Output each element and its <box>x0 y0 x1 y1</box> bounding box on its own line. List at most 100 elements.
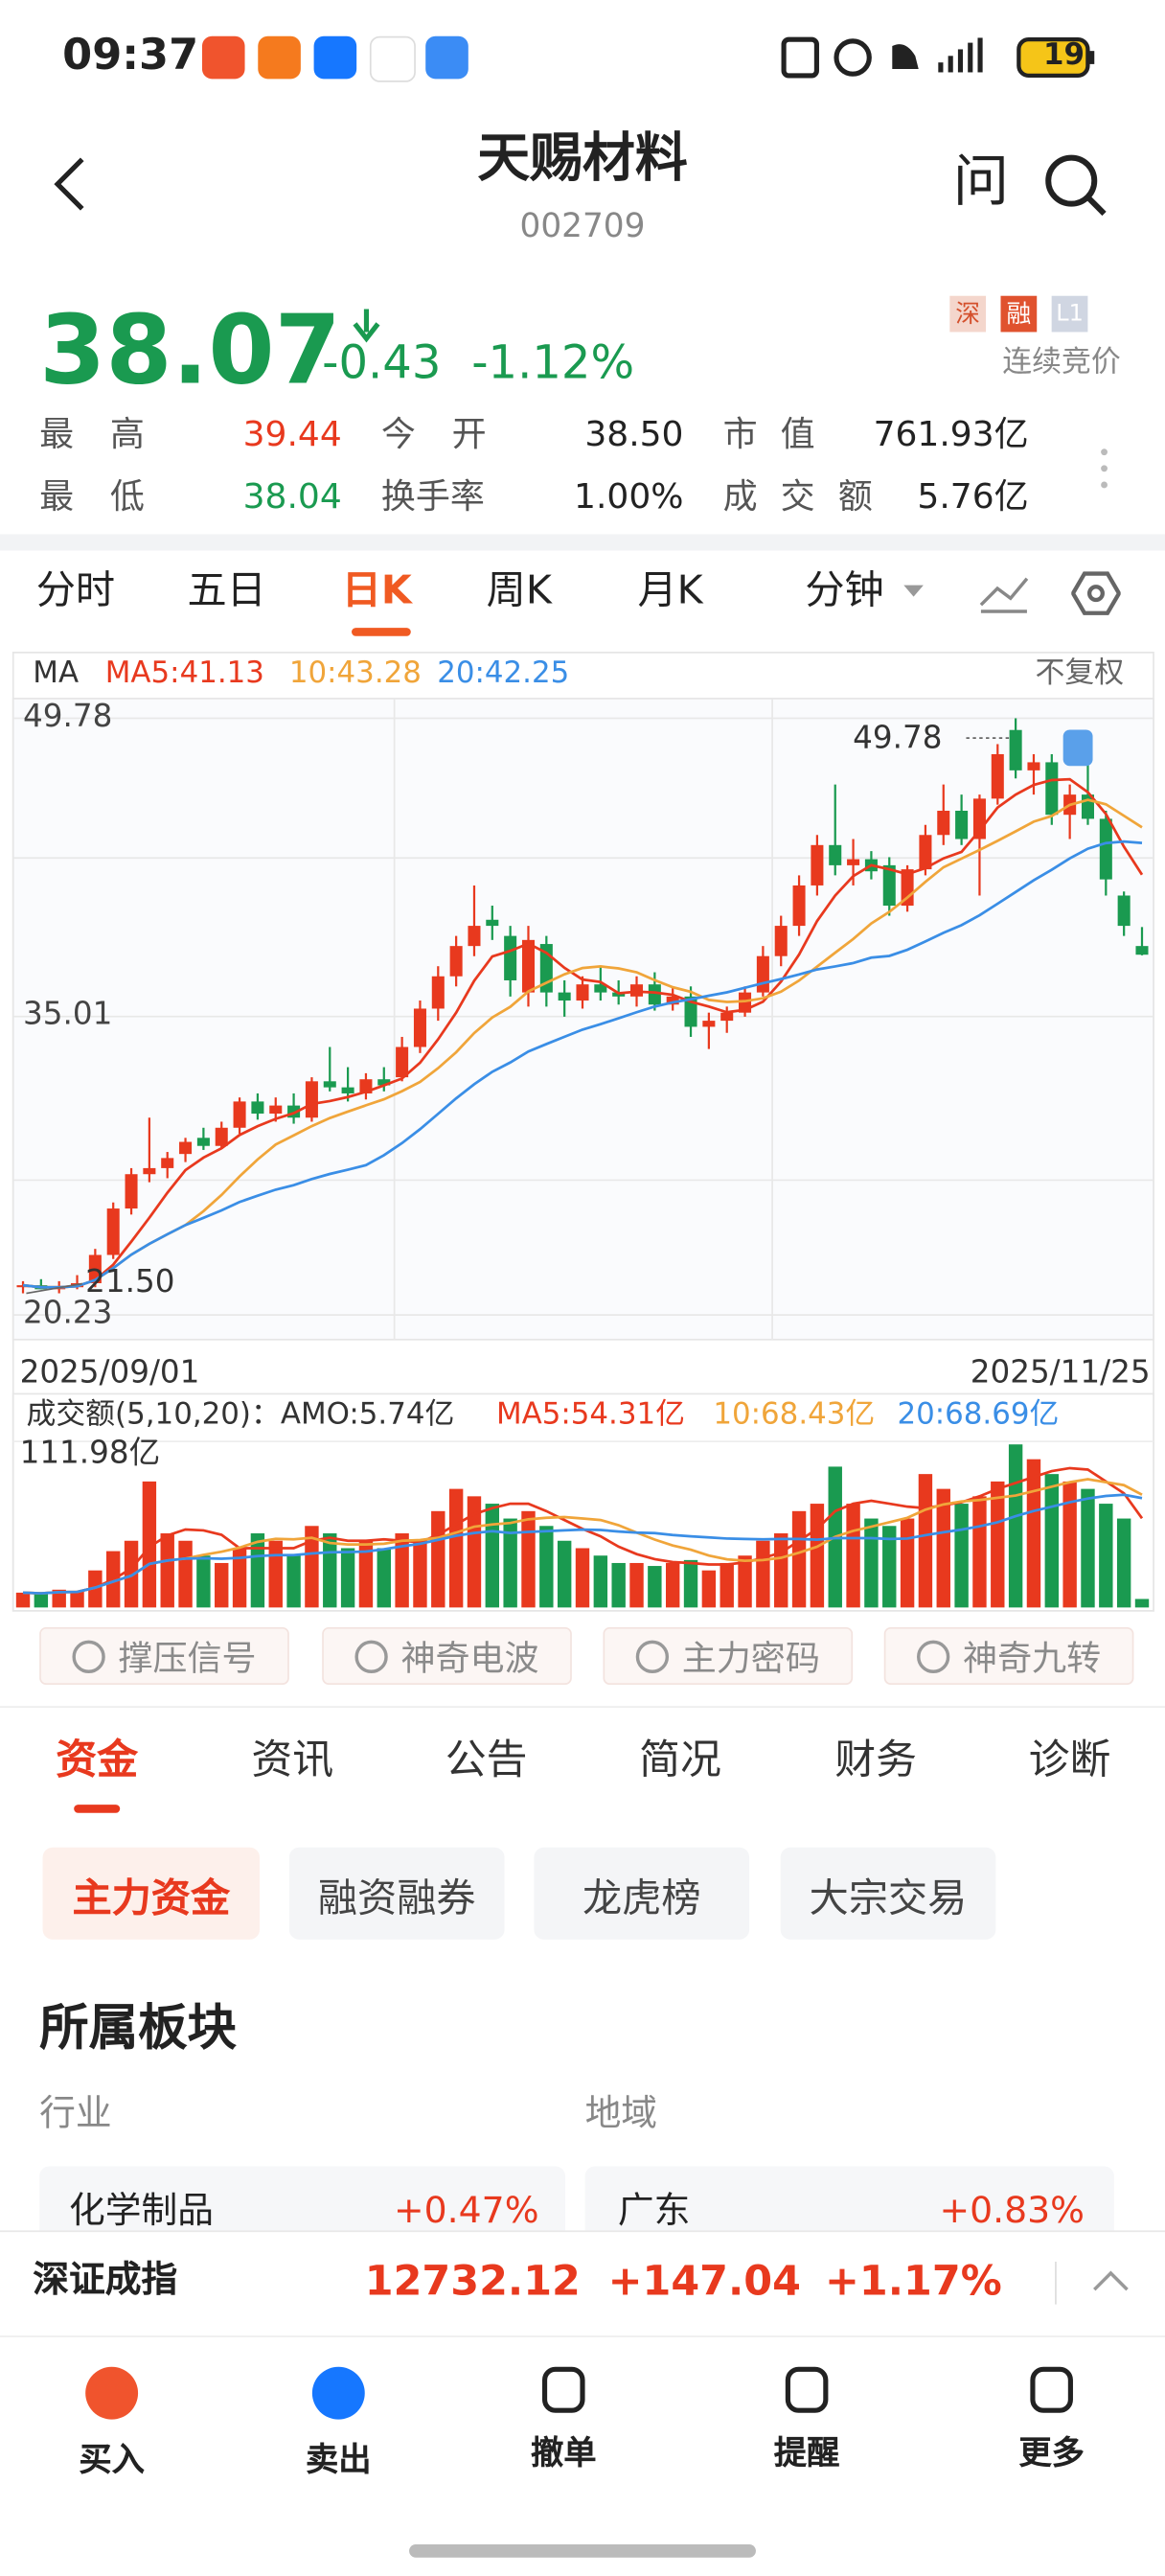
tool-label: 神奇电波 <box>400 1638 539 1678</box>
candle-body <box>919 835 932 870</box>
sub-tab[interactable]: 融资融券 <box>288 1847 505 1940</box>
volume-bar <box>521 1510 536 1608</box>
adjust-mode[interactable]: 不复权 <box>1035 656 1125 691</box>
status-icons <box>781 36 1095 79</box>
candle-body <box>558 992 571 1001</box>
candle-body <box>702 1021 716 1027</box>
stat-value: 38.04 <box>242 476 342 517</box>
badge: L1 <box>1051 295 1088 333</box>
section-title: 所属板块 <box>39 2000 237 2058</box>
volume-bar <box>377 1548 391 1608</box>
back-button[interactable] <box>49 156 88 212</box>
divider <box>0 534 1165 551</box>
nav-item[interactable]: 撤单 <box>490 2366 637 2473</box>
candle-body <box>882 864 896 907</box>
info-tab[interactable]: 资金 <box>56 1736 139 1783</box>
y-tick-label: 35.01 <box>23 997 113 1033</box>
candle-body <box>576 984 589 1001</box>
draw-tool[interactable] <box>977 572 1030 615</box>
tool-label: 神奇九转 <box>963 1638 1102 1678</box>
y-tick-label: 20.23 <box>23 1295 113 1332</box>
candle-body <box>1009 729 1022 770</box>
sub-tab[interactable]: 大宗交易 <box>780 1847 996 1940</box>
ask-button[interactable]: 问 <box>952 150 1010 216</box>
stat-label: 今开 <box>380 414 523 454</box>
volume-bar <box>846 1504 860 1608</box>
nav-item[interactable]: 卖出 <box>264 2366 412 2480</box>
stat-label: 换手率 <box>380 476 485 517</box>
candle-body <box>251 1101 264 1115</box>
ma-line <box>22 777 1144 1289</box>
stat-label: 最低 <box>39 476 181 517</box>
price-pane <box>11 698 1154 1341</box>
volume-ma-line <box>22 1493 1143 1596</box>
app-icon <box>425 35 468 80</box>
candle-body <box>720 1012 734 1022</box>
candle-body <box>179 1141 193 1155</box>
tool-button[interactable]: 神奇九转 <box>883 1626 1134 1685</box>
volume-bar <box>882 1526 897 1608</box>
volume-bar <box>972 1496 987 1608</box>
more-dots[interactable] <box>1098 448 1111 491</box>
settings[interactable] <box>1071 568 1121 617</box>
period-tab[interactable]: 五日 <box>187 566 266 613</box>
volume-bar <box>305 1526 319 1608</box>
info-tab[interactable]: 财务 <box>834 1736 918 1783</box>
volume-bar <box>1116 1518 1131 1608</box>
stock-code: 002709 <box>519 205 646 245</box>
candle-body <box>323 1081 336 1088</box>
tool-button[interactable]: 主力密码 <box>603 1626 854 1685</box>
candle-body <box>594 984 607 993</box>
volume-bar <box>395 1533 409 1608</box>
tool-icon <box>917 1639 950 1673</box>
candle-body <box>125 1174 138 1209</box>
period-tab[interactable]: 周K <box>486 566 552 613</box>
stat-value: 761.93亿 <box>873 414 1029 454</box>
candle-body <box>504 935 517 980</box>
candle-body <box>486 919 499 927</box>
sub-tab[interactable]: 龙虎榜 <box>534 1847 750 1940</box>
ma-title: MA <box>33 656 80 691</box>
period-tab[interactable]: 月K <box>637 566 703 613</box>
period-tab[interactable]: 分钟 <box>805 566 884 613</box>
volume-bar <box>215 1562 229 1608</box>
battery-level: 19 <box>250 40 1085 71</box>
volume-bar <box>1062 1481 1077 1608</box>
price-change: -0.43 <box>322 334 442 390</box>
tool-button[interactable]: 撑压信号 <box>39 1626 289 1685</box>
candle-body <box>396 1046 409 1078</box>
candle-body <box>666 996 679 1005</box>
nav-item[interactable]: 提醒 <box>733 2366 880 2473</box>
volume-bar <box>936 1488 950 1608</box>
volume-bar <box>286 1555 301 1608</box>
index-bar[interactable] <box>0 2230 1165 2337</box>
search-button[interactable] <box>1041 151 1110 220</box>
candle-body <box>377 1079 391 1086</box>
nav-item[interactable]: 买入 <box>37 2366 185 2480</box>
app-icon <box>369 35 416 82</box>
nav-item[interactable]: 更多 <box>977 2366 1125 2473</box>
info-tab[interactable]: 简况 <box>639 1736 721 1783</box>
volume-bar <box>774 1533 788 1608</box>
volume-legend: 20:68.69亿 <box>897 1396 1060 1432</box>
expand-caret[interactable] <box>1091 2268 1131 2294</box>
volume-bar <box>1044 1474 1060 1608</box>
badge: 融 <box>1000 295 1038 333</box>
candle-body <box>1027 762 1040 770</box>
period-tab[interactable]: 日K <box>341 566 412 613</box>
stat-value: 39.44 <box>242 414 342 454</box>
sub-tab[interactable]: 主力资金 <box>42 1847 260 1940</box>
trade-status: 连续竞价 <box>1002 345 1121 380</box>
candle-body <box>811 844 824 886</box>
period-tab[interactable]: 分时 <box>35 566 116 613</box>
volume-bar <box>1008 1444 1023 1608</box>
info-tab[interactable]: 诊断 <box>1028 1736 1111 1783</box>
volume-bar <box>448 1488 464 1608</box>
info-tab[interactable]: 资讯 <box>251 1736 334 1783</box>
tool-button[interactable]: 神奇电波 <box>322 1626 572 1685</box>
info-tab[interactable]: 公告 <box>445 1736 528 1783</box>
volume-bar <box>250 1533 265 1608</box>
volume-bar <box>1081 1488 1095 1608</box>
last-price: 38.07 <box>39 294 341 406</box>
volume-bar <box>1026 1459 1041 1608</box>
